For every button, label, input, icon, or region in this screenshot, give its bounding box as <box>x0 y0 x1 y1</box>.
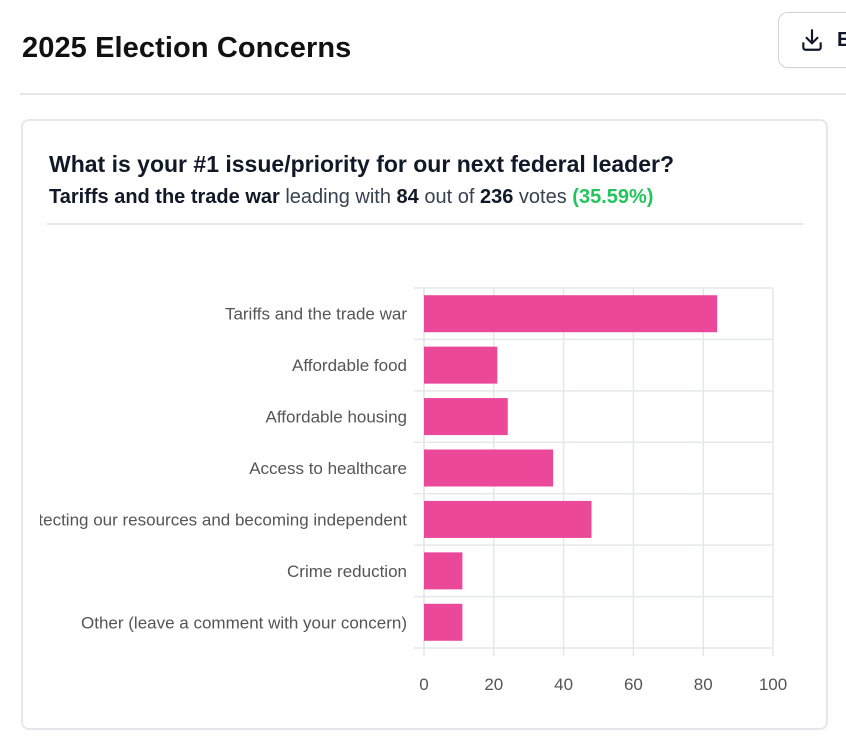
category-label-4: Protecting our resources and becoming in… <box>12 510 407 529</box>
category-label-0: Tariffs and the trade war <box>225 305 407 324</box>
poll-question: What is your #1 issue/priority for our n… <box>49 151 674 177</box>
category-label-6: Other (leave a comment with your concern… <box>81 613 407 632</box>
leader-option: Tariffs and the trade war <box>49 186 280 208</box>
x-tick-label-0: 0 <box>419 675 428 694</box>
category-label-5: Crime reduction <box>287 562 407 581</box>
poll-summary: Tariffs and the trade war leading with 8… <box>49 183 653 211</box>
x-tick-label-4: 80 <box>694 675 713 694</box>
header-divider <box>20 93 846 95</box>
x-tick-label-3: 60 <box>624 675 643 694</box>
category-label-3: Access to healthcare <box>249 459 407 478</box>
total-votes: 236 <box>479 186 514 208</box>
x-tick-label-1: 20 <box>484 675 503 694</box>
category-label-1: Affordable food <box>292 356 407 375</box>
x-tick-label-2: 40 <box>554 675 573 694</box>
bar-3[interactable] <box>424 449 554 487</box>
leader-percent: (35.59%) <box>572 186 654 208</box>
bar-5[interactable] <box>424 552 463 590</box>
out-of-text: out of <box>424 186 475 208</box>
leading-with-text: leading with <box>285 186 391 208</box>
x-tick-label-5: 100 <box>759 675 787 694</box>
votes-text: votes <box>518 186 567 208</box>
download-icon <box>799 27 825 53</box>
bar-1[interactable] <box>424 346 498 384</box>
bar-4[interactable] <box>424 500 592 538</box>
bar-6[interactable] <box>424 603 463 641</box>
page-title: 2025 Election Concerns <box>22 32 352 64</box>
bar-2[interactable] <box>424 398 508 436</box>
card-divider <box>47 223 803 225</box>
export-button-label: E <box>837 28 846 51</box>
bar-0[interactable] <box>424 295 718 333</box>
leader-votes: 84 <box>396 186 419 208</box>
export-button[interactable]: E <box>778 12 846 68</box>
category-label-2: Affordable housing <box>266 408 407 427</box>
